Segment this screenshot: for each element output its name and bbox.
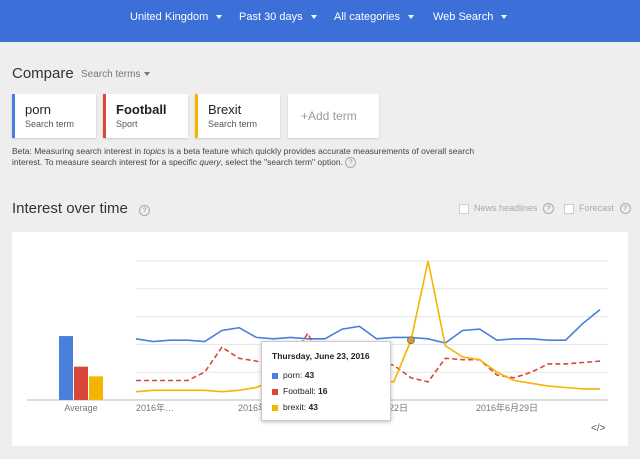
beta-text: Beta: Measuring search interest in	[12, 146, 144, 156]
region-label: United Kingdom	[130, 11, 209, 23]
add-term-label: +Add term	[301, 109, 357, 123]
search-terms-label: Search terms	[81, 69, 141, 80]
interest-over-time-title: Interest over time	[12, 200, 128, 217]
checkbox-icon[interactable]	[564, 203, 574, 214]
x-tick-label: 6月22日	[375, 403, 408, 413]
term-color-bar	[12, 94, 15, 138]
beta-text: is a beta feature which quickly provides…	[165, 146, 475, 156]
tooltip-row: brexit: 43	[272, 402, 318, 412]
tooltip-series-label: porn	[283, 370, 301, 380]
term-name: Brexit	[208, 102, 242, 117]
term-type: Sport	[116, 119, 138, 129]
tooltip-date: Thursday, June 23, 2016	[272, 351, 370, 361]
chart-tooltip: Thursday, June 23, 2016 porn: 43 Footbal…	[261, 341, 391, 421]
legend-swatch	[272, 388, 278, 395]
tooltip-row: Football: 16	[272, 386, 327, 396]
term-card-brexit[interactable]: Brexit Search term	[195, 94, 280, 138]
add-term-button[interactable]: +Add term	[288, 94, 379, 138]
search-terms-dropdown[interactable]: Search terms	[81, 69, 151, 80]
time-range-label: Past 30 days	[239, 11, 303, 23]
forecast-toggle[interactable]: Forecast ?	[564, 203, 631, 215]
help-icon[interactable]: ?	[543, 203, 555, 215]
tooltip-row: porn: 43	[272, 370, 314, 380]
beta-notice: Beta: Measuring search interest in topic…	[12, 146, 512, 169]
average-label: Average	[64, 403, 97, 413]
term-color-bar	[103, 94, 106, 138]
search-type-label: Web Search	[433, 11, 494, 23]
region-dropdown[interactable]: United Kingdom	[130, 11, 223, 23]
series-line-porn	[135, 308, 601, 344]
beta-text-topics: topics	[143, 146, 166, 156]
filter-bar: United Kingdom Past 30 days All categori…	[0, 0, 640, 42]
term-color-bar	[195, 94, 198, 138]
compare-title: Compare	[12, 65, 74, 82]
chevron-down-icon	[408, 15, 415, 20]
help-icon[interactable]: ?	[619, 203, 631, 215]
x-tick-label: 2016年6月29日	[476, 402, 538, 413]
term-type: Search term	[25, 119, 75, 129]
tooltip-series-label: Football	[283, 386, 314, 396]
x-tick-label: 2016年…	[238, 402, 276, 413]
term-name: Football	[116, 102, 167, 117]
chevron-down-icon	[310, 15, 317, 20]
help-icon[interactable]: ?	[139, 205, 150, 216]
forecast-label: Forecast	[579, 203, 615, 213]
tooltip-series-label: brexit	[283, 402, 304, 412]
term-name: porn	[25, 102, 52, 117]
beta-text-query: query	[199, 157, 221, 167]
category-dropdown[interactable]: All categories	[334, 11, 415, 23]
category-label: All categories	[334, 11, 401, 23]
term-card-football[interactable]: Football Sport	[103, 94, 188, 138]
legend-swatch	[272, 372, 278, 379]
tooltip-series-value: 16	[317, 386, 328, 396]
x-tick-label: 2016年…	[136, 402, 174, 413]
average-bar-porn	[59, 336, 73, 400]
beta-text: , select the "search term" option.	[220, 157, 343, 167]
highlight-point	[407, 336, 415, 345]
legend-swatch	[272, 404, 278, 411]
term-type: Search term	[208, 119, 258, 129]
average-bar-brexit	[89, 376, 103, 400]
chevron-down-icon	[216, 15, 223, 20]
tooltip-series-value: 43	[308, 402, 318, 412]
help-icon[interactable]: ?	[345, 157, 357, 169]
term-card-porn[interactable]: porn Search term	[12, 94, 96, 138]
embed-button[interactable]: </>	[591, 423, 606, 434]
chevron-down-icon	[144, 72, 151, 77]
news-headlines-label: News headlines	[474, 203, 538, 213]
average-bar-football	[74, 366, 88, 400]
beta-text: interest. To measure search interest for…	[12, 157, 200, 167]
news-headlines-toggle[interactable]: News headlines ?	[459, 203, 555, 215]
time-range-dropdown[interactable]: Past 30 days	[239, 11, 317, 23]
checkbox-icon[interactable]	[459, 203, 469, 214]
search-type-dropdown[interactable]: Web Search	[433, 11, 508, 23]
chevron-down-icon	[501, 15, 508, 20]
tooltip-series-value: 43	[304, 370, 315, 380]
